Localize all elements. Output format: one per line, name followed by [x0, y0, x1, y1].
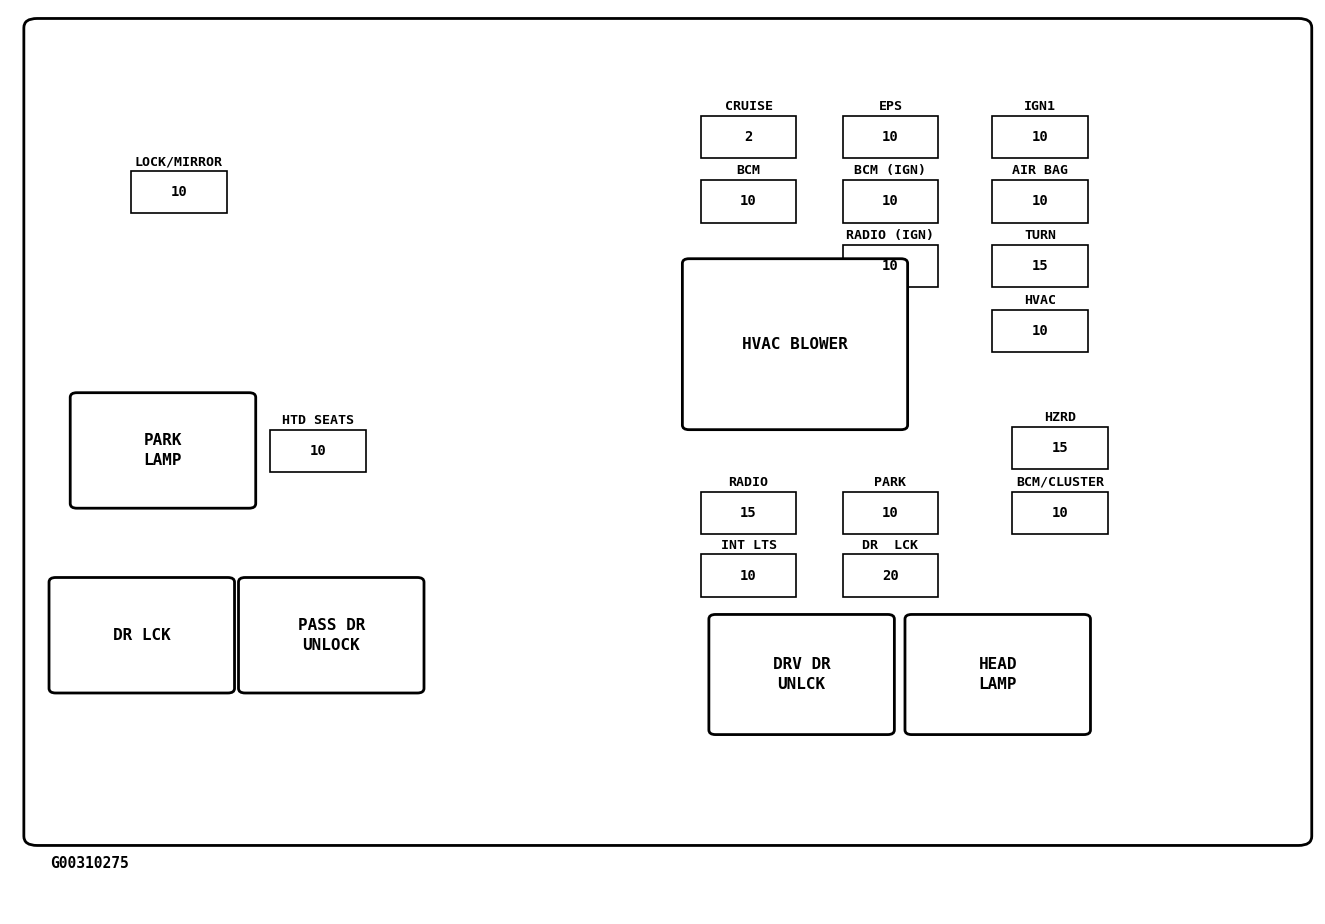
FancyBboxPatch shape: [1012, 427, 1108, 469]
Text: HVAC: HVAC: [1024, 294, 1056, 307]
FancyBboxPatch shape: [843, 245, 938, 287]
Text: RADIO (IGN): RADIO (IGN): [847, 229, 934, 242]
Text: LOCK/MIRROR: LOCK/MIRROR: [135, 155, 223, 168]
FancyBboxPatch shape: [1012, 492, 1108, 534]
FancyBboxPatch shape: [992, 116, 1088, 158]
Text: HZRD: HZRD: [1044, 411, 1076, 424]
Text: 15: 15: [1052, 441, 1068, 456]
FancyBboxPatch shape: [905, 614, 1090, 735]
FancyBboxPatch shape: [270, 430, 366, 472]
Text: IGN1: IGN1: [1024, 100, 1056, 113]
FancyBboxPatch shape: [70, 393, 256, 508]
FancyBboxPatch shape: [701, 180, 796, 223]
Text: PARK
LAMP: PARK LAMP: [143, 433, 183, 468]
Text: DR  LCK: DR LCK: [863, 539, 918, 552]
FancyBboxPatch shape: [238, 578, 424, 693]
Text: 2: 2: [745, 129, 753, 144]
Text: 10: 10: [882, 194, 898, 209]
FancyBboxPatch shape: [682, 259, 908, 430]
Text: TURN: TURN: [1024, 229, 1056, 242]
Text: BCM (IGN): BCM (IGN): [855, 164, 926, 177]
Text: HTD SEATS: HTD SEATS: [282, 414, 354, 427]
FancyBboxPatch shape: [49, 578, 235, 693]
FancyBboxPatch shape: [843, 492, 938, 534]
Text: AIR BAG: AIR BAG: [1012, 164, 1068, 177]
Text: 10: 10: [1032, 129, 1048, 144]
Text: DRV DR
UNLCK: DRV DR UNLCK: [772, 657, 831, 692]
Text: G00310275: G00310275: [50, 857, 129, 871]
Text: 10: 10: [171, 185, 187, 200]
FancyBboxPatch shape: [701, 492, 796, 534]
FancyBboxPatch shape: [992, 180, 1088, 223]
Text: HVAC BLOWER: HVAC BLOWER: [742, 336, 848, 352]
Text: PASS DR
UNLOCK: PASS DR UNLOCK: [298, 618, 364, 652]
Text: BCM/CLUSTER: BCM/CLUSTER: [1016, 476, 1104, 489]
FancyBboxPatch shape: [709, 614, 894, 735]
Text: 10: 10: [882, 505, 898, 520]
Text: RADIO: RADIO: [729, 476, 768, 489]
Text: 20: 20: [882, 568, 898, 583]
FancyBboxPatch shape: [24, 18, 1312, 845]
Text: 10: 10: [310, 444, 326, 458]
Text: 15: 15: [741, 505, 757, 520]
FancyBboxPatch shape: [131, 171, 227, 213]
FancyBboxPatch shape: [843, 116, 938, 158]
Text: 10: 10: [882, 129, 898, 144]
Text: CRUISE: CRUISE: [725, 100, 772, 113]
FancyBboxPatch shape: [992, 310, 1088, 352]
FancyBboxPatch shape: [843, 554, 938, 597]
FancyBboxPatch shape: [843, 180, 938, 223]
Text: 10: 10: [741, 568, 757, 583]
Text: HEAD
LAMP: HEAD LAMP: [978, 657, 1018, 692]
Text: 10: 10: [1032, 323, 1048, 338]
Text: 10: 10: [1052, 505, 1068, 520]
Text: INT LTS: INT LTS: [721, 539, 776, 552]
FancyBboxPatch shape: [701, 116, 796, 158]
Text: DR LCK: DR LCK: [113, 627, 171, 643]
Text: EPS: EPS: [878, 100, 902, 113]
FancyBboxPatch shape: [992, 245, 1088, 287]
Text: 10: 10: [1032, 194, 1048, 209]
Text: BCM: BCM: [737, 164, 761, 177]
FancyBboxPatch shape: [701, 554, 796, 597]
Text: 10: 10: [882, 259, 898, 274]
Text: 10: 10: [741, 194, 757, 209]
Text: 15: 15: [1032, 259, 1048, 274]
Text: PARK: PARK: [874, 476, 906, 489]
